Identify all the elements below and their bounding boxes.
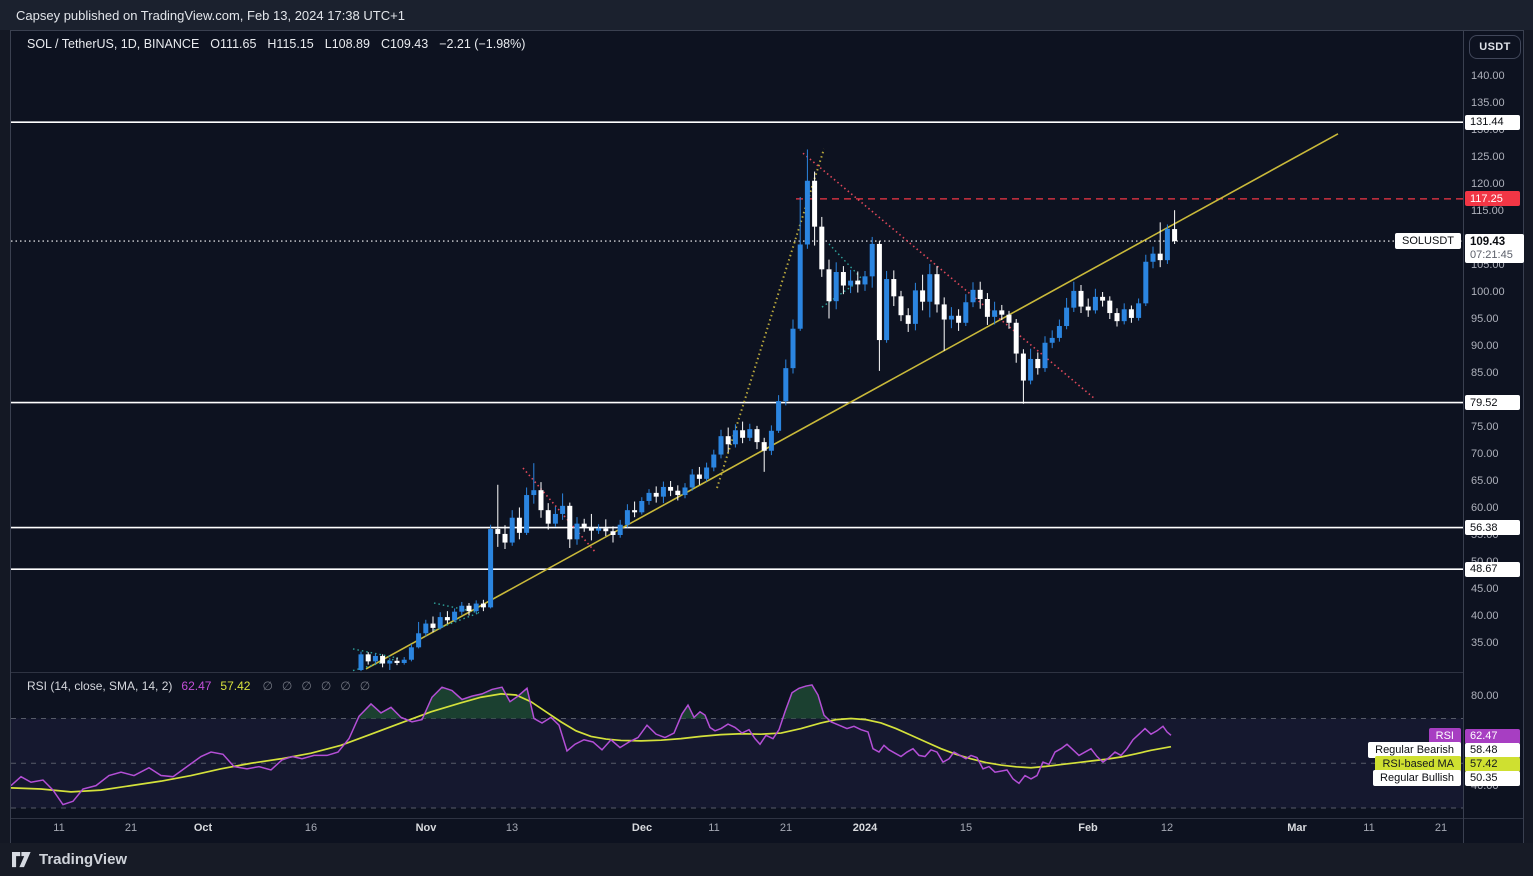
last-price-badge: 109.43 07:21:45 [1465, 234, 1524, 264]
rsi-value-badge: 57.42 [1465, 756, 1520, 772]
time-axis-label[interactable]: 2024 [852, 822, 878, 834]
rsi-series-tag: Regular Bullish [1373, 770, 1461, 786]
hidden-value-icon[interactable]: ∅ [262, 679, 273, 693]
hidden-value-icon[interactable]: ∅ [340, 679, 351, 693]
ohlc-change: −2.21 (−1.98%) [439, 37, 526, 51]
rsi-value: 62.47 [181, 679, 212, 693]
symbol-legend: SOL / TetherUS, 1D, BINANCE O111.65 H115… [27, 37, 525, 51]
price-axis-label: 135.00 [1471, 97, 1505, 109]
price-axis-label: 85.00 [1471, 367, 1499, 379]
time-axis-label[interactable]: 16 [304, 822, 318, 834]
rsi-ma-value: 57.42 [220, 679, 251, 693]
price-axis-label: 125.00 [1471, 151, 1505, 163]
price-axis-label: 100.00 [1471, 286, 1505, 298]
rsi-value-badge: 50.35 [1465, 770, 1520, 786]
price-axis-label: 45.00 [1471, 583, 1499, 595]
tradingview-brand-text[interactable]: TradingView [39, 851, 128, 868]
price-axis-label: 95.00 [1471, 313, 1499, 325]
rsi-axis-label: 80.00 [1471, 690, 1499, 703]
rsi-value-badge: 62.47 [1465, 728, 1520, 744]
price-axis-label: 60.00 [1471, 502, 1499, 514]
hidden-value-icon[interactable]: ∅ [320, 679, 332, 693]
time-axis-label[interactable]: 12 [1160, 822, 1174, 834]
chart-canvas[interactable] [11, 31, 1523, 844]
last-price-value: 109.43 [1470, 236, 1506, 249]
bar-countdown: 07:21:45 [1470, 248, 1513, 261]
rsi-value-badge: 58.48 [1465, 742, 1520, 758]
symbol-title[interactable]: SOL / TetherUS, 1D, BINANCE [27, 37, 200, 51]
rsi-series-tag: RSI [1428, 728, 1461, 744]
price-line-badge: 56.38 [1465, 520, 1520, 536]
time-axis-label[interactable]: Mar [1287, 822, 1307, 834]
hidden-value-icon[interactable]: ∅ [281, 679, 293, 693]
rsi-series-tag: RSI-based MA [1375, 756, 1461, 772]
time-axis-label[interactable]: 21 [124, 822, 138, 834]
tradingview-logo-icon[interactable] [12, 851, 31, 868]
hidden-value-icon[interactable]: ∅ [301, 679, 312, 693]
time-axis-label[interactable]: 15 [959, 822, 973, 834]
ohlc-close: C109.43 [380, 37, 429, 51]
hidden-values-row: ∅ ∅ ∅ ∅ ∅ ∅ [262, 679, 370, 693]
price-axis-label: 40.00 [1471, 610, 1499, 622]
price-line-badge: 48.67 [1465, 561, 1520, 577]
time-axis-label[interactable]: Feb [1078, 822, 1098, 834]
ohlc-low: L108.89 [324, 37, 370, 51]
price-line-badge: 131.44 [1465, 114, 1520, 130]
price-axis-label: 90.00 [1471, 340, 1499, 352]
ohlc-open: O111.65 [210, 37, 257, 51]
time-axis-label[interactable]: 21 [1434, 822, 1448, 834]
price-axis-label: 70.00 [1471, 448, 1499, 460]
price-axis-label: 115.00 [1471, 205, 1504, 217]
price-line-badge: 79.52 [1465, 395, 1520, 411]
time-axis-label[interactable]: 13 [505, 822, 519, 834]
publish-info-text: Capsey published on TradingView.com, Feb… [16, 7, 405, 23]
time-axis-label[interactable]: 11 [708, 822, 720, 834]
hidden-value-icon[interactable]: ∅ [359, 679, 371, 693]
publish-info-bar: Capsey published on TradingView.com, Feb… [0, 0, 1533, 30]
price-axis-label: 120.00 [1471, 178, 1505, 190]
ohlc-high: H115.15 [267, 37, 314, 51]
rsi-indicator-title[interactable]: RSI (14, close, SMA, 14, 2) [27, 679, 173, 693]
price-axis-label: 75.00 [1471, 421, 1499, 433]
price-axis-label: 65.00 [1471, 475, 1499, 487]
price-line-badge: 117.25 [1465, 191, 1520, 207]
symbol-price-tag: SOLUSDT [1395, 233, 1461, 250]
price-axis-label: 35.00 [1471, 637, 1499, 649]
footer-bar: TradingView [0, 843, 1533, 876]
time-axis-label[interactable]: Dec [631, 822, 653, 834]
price-axis-label: 140.00 [1471, 70, 1505, 82]
chart-frame: SOL / TetherUS, 1D, BINANCE O111.65 H115… [10, 30, 1524, 845]
time-axis-label[interactable]: 11 [53, 822, 65, 834]
time-axis-label[interactable]: 21 [779, 822, 793, 834]
rsi-legend: RSI (14, close, SMA, 14, 2) 62.47 57.42 … [27, 679, 370, 693]
time-axis-label[interactable]: Nov [415, 822, 437, 834]
currency-toggle-button[interactable]: USDT [1469, 35, 1521, 59]
rsi-series-tag: Regular Bearish [1368, 742, 1461, 758]
time-axis-label[interactable]: 11 [1363, 822, 1375, 834]
time-axis-label[interactable]: Oct [193, 822, 213, 834]
